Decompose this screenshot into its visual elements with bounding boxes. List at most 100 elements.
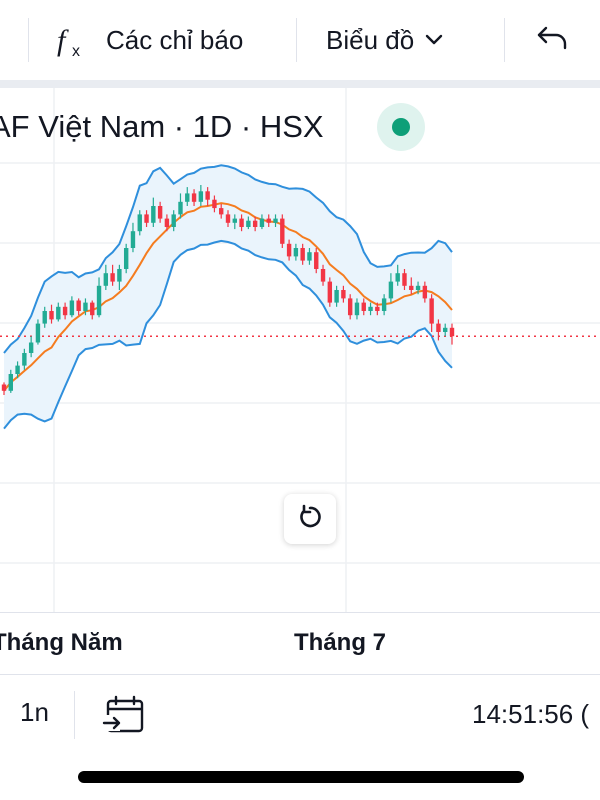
candle-body [300, 248, 305, 261]
candle-body [56, 306, 61, 320]
bottom-divider [74, 691, 75, 739]
toolbar-divider [504, 18, 505, 62]
candle-body [164, 218, 170, 227]
candle-body [259, 218, 265, 227]
candle-body [137, 214, 142, 232]
chart-canvas [0, 88, 600, 612]
candle-body [157, 206, 163, 219]
candle-body [62, 306, 68, 316]
candle-body [35, 323, 41, 343]
candle-body [22, 353, 27, 366]
chart-type-dropdown[interactable]: Biểu đồ [326, 18, 444, 62]
candle-body [375, 306, 380, 311]
toolbar-shadow-divider [0, 80, 600, 88]
toolbar-divider [28, 18, 29, 62]
candle-body [368, 306, 373, 311]
undo-arrow-icon [536, 24, 568, 57]
candle-body [117, 269, 122, 282]
candle-body [361, 302, 366, 311]
candle-body [266, 218, 271, 223]
bollinger-band-fill [4, 165, 452, 429]
price-chart[interactable] [0, 88, 600, 668]
date-range-button[interactable]: 1n [20, 697, 49, 727]
candle-body [15, 365, 20, 374]
candles-group [1, 185, 455, 395]
candle-body [402, 273, 407, 286]
candle-body [103, 273, 109, 286]
toolbar-divider [296, 18, 297, 62]
chart-type-label: Biểu đồ [326, 24, 415, 55]
candle-body [110, 273, 115, 282]
bottom-toolbar: 1n 14:51:56 ( [0, 674, 600, 755]
candle-body [205, 191, 210, 200]
candle-body [449, 327, 455, 337]
candle-body [171, 214, 176, 227]
candle-body [1, 384, 7, 391]
candle-body [415, 285, 421, 290]
candle-body [225, 214, 231, 223]
candle-body [409, 285, 414, 290]
chart-legend[interactable]: AF Việt Nam · 1D · HSX [0, 98, 324, 156]
candle-body [286, 243, 292, 257]
candle-body [76, 300, 81, 311]
candle-body [327, 281, 333, 303]
symbol-title: AF Việt Nam · 1D · HSX [0, 109, 324, 144]
indicators-button[interactable]: f x Các chỉ báo [52, 18, 243, 62]
candle-body [320, 269, 326, 282]
candle-body [219, 208, 224, 215]
candle-body [49, 311, 54, 320]
time-axis-label: Tháng 7 [294, 629, 387, 656]
candle-body [388, 281, 394, 299]
candle-body [191, 193, 197, 202]
indicators-label: Các chỉ báo [106, 24, 244, 55]
candle-body [252, 220, 258, 227]
candle-body [144, 214, 149, 223]
candle-body [436, 323, 441, 332]
candle-body [347, 298, 353, 316]
candle-body [443, 327, 448, 332]
candle-body [239, 218, 244, 227]
candle-body [395, 273, 400, 282]
candle-body [341, 290, 346, 299]
session-clock[interactable]: 14:51:56 ( [472, 699, 590, 729]
candle-body [280, 218, 285, 244]
candle-body [381, 298, 387, 311]
candle-body [314, 252, 319, 269]
candle-body [293, 248, 299, 257]
reset-rotate-icon [296, 503, 324, 536]
time-axis-label: Tháng Năm [0, 629, 123, 656]
candle-body [8, 374, 13, 391]
candle-body [185, 193, 190, 202]
candle-body [83, 302, 88, 311]
undo-button[interactable] [530, 20, 574, 60]
candle-body [334, 290, 339, 303]
candle-body [28, 342, 34, 353]
go-to-date-calendar-icon[interactable] [100, 691, 148, 739]
candle-body [198, 191, 204, 202]
bollinger-lower-line [3, 239, 453, 430]
candle-body [151, 206, 156, 223]
candle-body [246, 220, 251, 227]
candle-body [232, 218, 237, 223]
candle-body [90, 302, 95, 316]
home-indicator [78, 771, 524, 783]
top-toolbar: f x Các chỉ báo Biểu đồ [0, 0, 600, 80]
candle-body [307, 252, 312, 261]
svg-text:x: x [72, 43, 80, 60]
candle-body [130, 231, 136, 248]
bollinger-upper-line [3, 164, 453, 354]
candle-body [123, 248, 129, 269]
candle-body [429, 298, 434, 324]
svg-text:f: f [57, 24, 69, 57]
candle-body [212, 199, 217, 209]
candle-body [422, 285, 428, 299]
time-axis[interactable]: Tháng Năm Tháng 7 [0, 612, 600, 675]
candle-body [69, 300, 75, 316]
candle-body [96, 285, 102, 316]
reset-chart-button[interactable] [284, 494, 336, 544]
chevron-down-icon [414, 18, 444, 62]
candle-body [178, 201, 183, 215]
market-status-dot-icon[interactable] [377, 103, 425, 151]
candle-body [354, 302, 360, 316]
candle-body [273, 218, 278, 223]
